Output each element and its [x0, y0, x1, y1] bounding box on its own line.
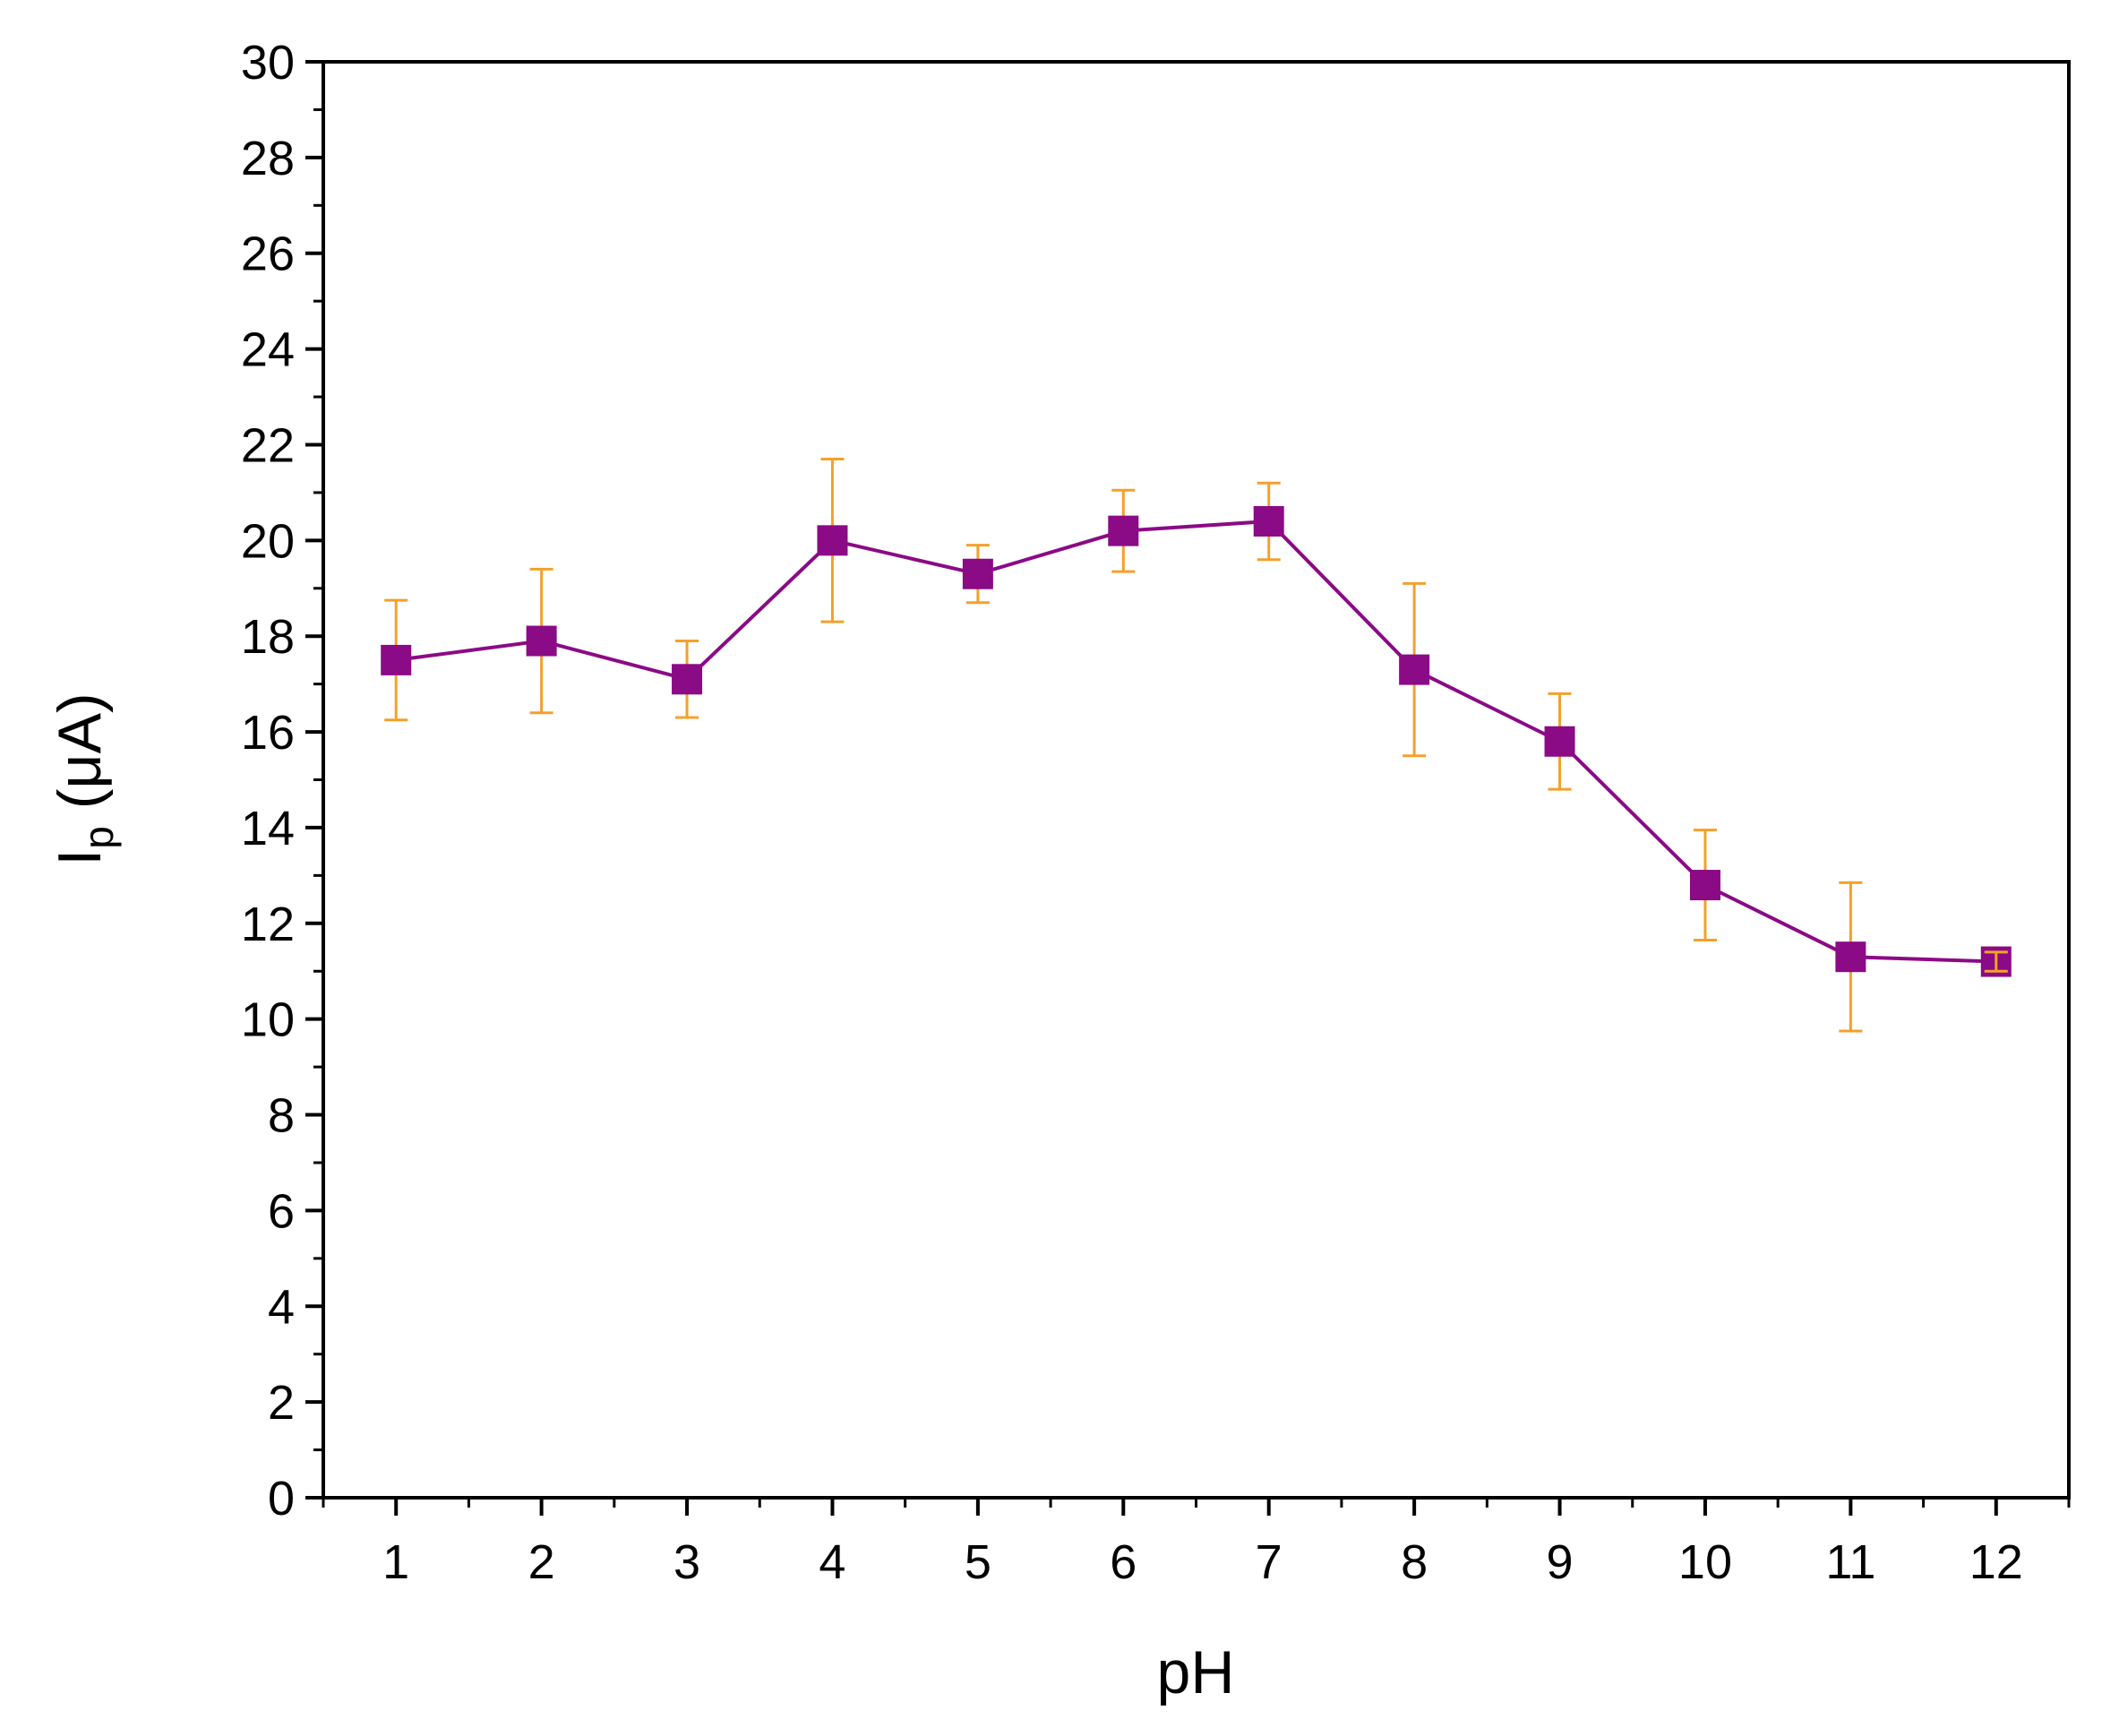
series-line: [395, 519, 1996, 964]
data-point: [1108, 515, 1139, 546]
x-tick-label: 1: [382, 1535, 409, 1589]
data-point: [672, 664, 703, 695]
x-tick-label: 5: [965, 1535, 991, 1589]
y-tick-label: 26: [241, 228, 295, 281]
x-tick-label: 11: [1825, 1535, 1875, 1589]
y-tick-label: 24: [241, 323, 295, 377]
y-axis-title-subscript: p: [75, 826, 122, 849]
axis-ticks: [305, 60, 2071, 1516]
y-axis-title: Ip (μA): [46, 692, 122, 865]
x-tick-label: 3: [673, 1535, 700, 1589]
x-tick-label: 4: [819, 1535, 845, 1589]
data-point: [962, 558, 993, 589]
y-tick-label: 2: [268, 1376, 295, 1430]
y-tick-label: 6: [268, 1184, 295, 1238]
y-tick-label: 16: [241, 706, 295, 760]
data-point: [817, 525, 848, 556]
data-point: [1689, 870, 1720, 901]
y-tick-label: 30: [241, 36, 295, 90]
x-tick-label: 2: [528, 1535, 555, 1589]
x-tick-label: 7: [1256, 1535, 1283, 1589]
error-bars: [384, 457, 2008, 1033]
data-point: [381, 644, 412, 675]
y-tick-label: 10: [241, 993, 295, 1047]
x-tick-label: 8: [1401, 1535, 1428, 1589]
x-tick-label: 9: [1547, 1535, 1574, 1589]
y-tick-label: 8: [268, 1089, 295, 1143]
y-axis-title-unit: (μA): [46, 692, 114, 826]
y-tick-label: 0: [268, 1472, 295, 1525]
y-axis-title-main: I: [46, 849, 114, 866]
y-tick-label: 4: [268, 1280, 295, 1334]
y-tick-label: 12: [241, 898, 295, 951]
x-tick-label: 10: [1678, 1535, 1732, 1589]
plot-frame: [322, 60, 2071, 1500]
y-tick-label: 20: [241, 514, 295, 568]
y-tick-label: 28: [241, 132, 295, 185]
y-tick-label: 18: [241, 610, 295, 664]
y-tick-label: 22: [241, 418, 295, 472]
x-tick-label: 12: [1969, 1535, 2023, 1589]
data-point: [1399, 654, 1430, 685]
data-point: [1544, 726, 1575, 757]
data-point: [526, 625, 557, 657]
data-point: [1835, 941, 1866, 973]
y-tick-label: 14: [241, 802, 295, 855]
x-axis-title: pH: [1157, 1638, 1235, 1706]
data-markers: [381, 505, 2012, 977]
x-tick-label: 6: [1110, 1535, 1137, 1589]
data-point: [1253, 505, 1284, 537]
